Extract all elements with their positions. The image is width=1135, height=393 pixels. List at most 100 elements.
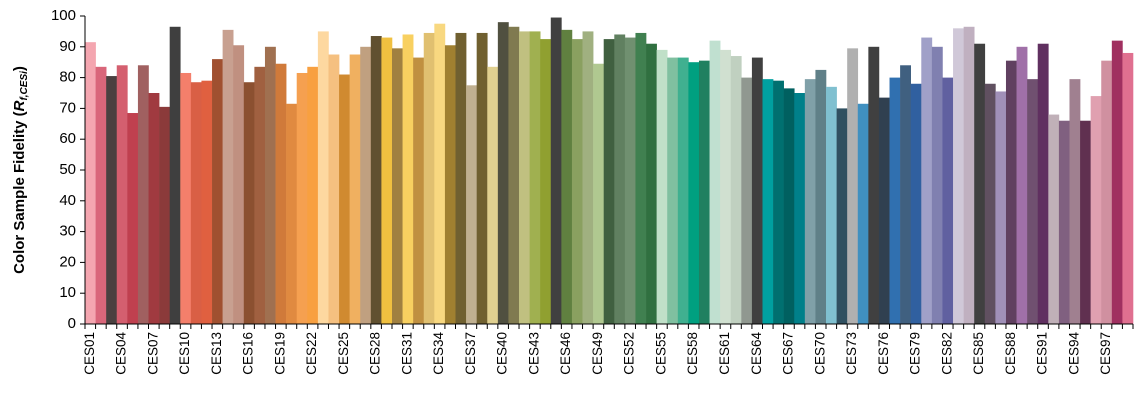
bar bbox=[286, 103, 298, 324]
y-tick-label: 90 bbox=[59, 38, 76, 55]
bar bbox=[1048, 114, 1060, 324]
x-tick-label: CES52 bbox=[622, 332, 637, 375]
x-tick-label: CES49 bbox=[590, 332, 605, 375]
bar bbox=[339, 74, 350, 325]
bar bbox=[455, 32, 467, 324]
x-tick-label: CES61 bbox=[717, 332, 732, 375]
bar bbox=[773, 80, 784, 325]
bar bbox=[1122, 52, 1134, 325]
bar bbox=[847, 48, 859, 325]
bar bbox=[667, 57, 679, 325]
bar bbox=[180, 72, 192, 324]
bar bbox=[762, 79, 774, 324]
bar bbox=[603, 39, 615, 324]
bar bbox=[963, 26, 975, 325]
x-tick-label: CES01 bbox=[82, 332, 97, 375]
bar bbox=[307, 66, 319, 324]
bar bbox=[921, 37, 933, 325]
x-tick-label: CES31 bbox=[399, 332, 414, 375]
bar bbox=[804, 79, 816, 324]
bar bbox=[624, 37, 636, 325]
bar bbox=[137, 65, 149, 324]
x-tick-label: CES37 bbox=[463, 332, 478, 375]
bar bbox=[402, 34, 414, 324]
bar bbox=[212, 59, 223, 325]
bar bbox=[222, 29, 234, 325]
bar bbox=[783, 88, 795, 324]
bar bbox=[476, 32, 488, 324]
bar bbox=[233, 45, 245, 324]
x-tick-label: CES28 bbox=[368, 332, 383, 375]
y-tick-label: 0 bbox=[68, 315, 76, 332]
bar bbox=[953, 28, 964, 324]
bar bbox=[720, 49, 732, 324]
y-tick-label: 40 bbox=[59, 192, 76, 209]
bar bbox=[593, 63, 605, 325]
bar bbox=[984, 83, 996, 324]
bar bbox=[148, 93, 160, 324]
bar bbox=[1090, 96, 1102, 324]
bar bbox=[529, 31, 541, 325]
bar bbox=[370, 36, 382, 325]
x-tick-label: CES82 bbox=[939, 332, 954, 375]
bar bbox=[381, 37, 393, 325]
x-tick-label: CES10 bbox=[177, 332, 192, 375]
y-tick-label: 50 bbox=[59, 161, 76, 178]
x-tick-label: CES70 bbox=[812, 332, 827, 375]
x-tick-label: CES40 bbox=[495, 332, 510, 375]
x-tick-label: CES88 bbox=[1003, 332, 1018, 375]
bar bbox=[550, 17, 562, 324]
y-label-sub: f,CESi bbox=[19, 71, 30, 101]
bar bbox=[519, 31, 530, 325]
x-tick-label: CES04 bbox=[114, 332, 129, 375]
bar bbox=[836, 108, 848, 325]
bar bbox=[688, 62, 700, 324]
bar bbox=[275, 63, 287, 325]
bar bbox=[889, 77, 901, 324]
y-axis-label: Color Sample Fidelity (Rf,CESi) bbox=[11, 66, 30, 274]
bar bbox=[497, 22, 509, 324]
bar bbox=[434, 23, 446, 324]
bar bbox=[254, 66, 266, 324]
bar bbox=[391, 48, 403, 325]
x-tick-label: CES16 bbox=[241, 332, 256, 375]
bar bbox=[296, 72, 308, 324]
x-tick-label: CES34 bbox=[431, 332, 446, 375]
bar bbox=[878, 97, 890, 325]
bar bbox=[540, 39, 552, 324]
y-label-var: R bbox=[11, 100, 28, 111]
bar bbox=[264, 46, 276, 325]
y-tick-label: 70 bbox=[59, 99, 76, 116]
bar bbox=[751, 57, 763, 325]
x-tick-label: CES73 bbox=[844, 332, 859, 375]
bar bbox=[656, 49, 668, 324]
x-tick-label: CES19 bbox=[272, 332, 287, 375]
bar bbox=[413, 57, 425, 325]
x-tick-label: CES64 bbox=[749, 332, 764, 375]
bar bbox=[487, 66, 499, 324]
y-label-text: Color Sample Fidelity ( bbox=[11, 111, 28, 274]
bar bbox=[942, 77, 954, 324]
y-tick-label: 100 bbox=[51, 7, 76, 24]
bar bbox=[974, 43, 986, 324]
bar bbox=[741, 77, 753, 324]
x-tick-label: CES85 bbox=[971, 332, 986, 375]
y-tick-label: 20 bbox=[59, 253, 76, 270]
bar bbox=[159, 106, 170, 324]
bar bbox=[360, 46, 372, 325]
bar bbox=[201, 80, 213, 325]
bar bbox=[85, 42, 96, 325]
bar bbox=[1016, 46, 1028, 325]
y-tick-label: 60 bbox=[59, 130, 76, 147]
bar bbox=[857, 103, 869, 324]
bar bbox=[995, 91, 1007, 325]
bar bbox=[106, 76, 118, 324]
bar bbox=[116, 65, 128, 324]
bar bbox=[1069, 79, 1081, 324]
x-tick-label: CES94 bbox=[1066, 332, 1081, 375]
bar bbox=[709, 40, 721, 324]
bar bbox=[910, 83, 922, 324]
x-tick-label: CES46 bbox=[558, 332, 573, 375]
bar bbox=[646, 43, 657, 324]
